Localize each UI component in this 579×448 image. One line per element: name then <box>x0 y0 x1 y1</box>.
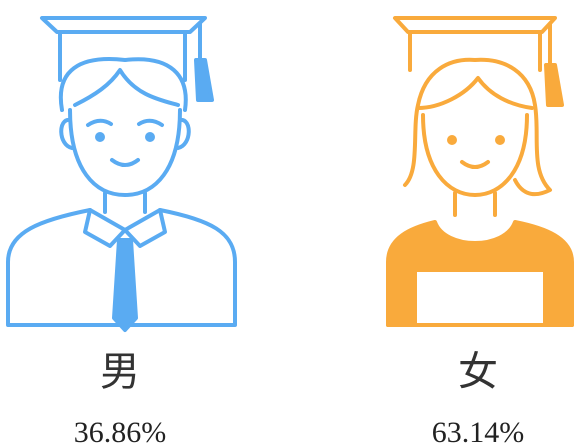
category-label: 男 <box>100 349 140 395</box>
icon-stroke <box>59 118 191 150</box>
icon-stroke <box>408 30 542 72</box>
icon-stroke <box>460 160 490 169</box>
icon-stroke <box>58 30 187 82</box>
icon-stroke <box>447 135 457 145</box>
icon-stroke <box>495 135 505 145</box>
male-icon <box>6 16 237 332</box>
icon-stroke <box>453 191 497 217</box>
icon-stroke <box>95 132 105 142</box>
icon-stroke <box>86 118 164 127</box>
icon-stroke <box>194 58 214 102</box>
icon-stroke <box>112 238 138 332</box>
icon-stroke <box>83 208 167 248</box>
icon-stroke <box>403 57 552 197</box>
icon-stroke <box>145 132 155 142</box>
icon-stroke <box>421 113 529 197</box>
icon-stroke <box>416 76 534 110</box>
category-label: 女 <box>458 349 498 395</box>
value-label: 36.86% <box>74 416 167 448</box>
icon-stroke <box>110 158 140 167</box>
icon-stroke <box>73 68 180 107</box>
female-icon <box>386 16 574 327</box>
icon-stroke <box>6 208 237 327</box>
icon-stroke <box>386 220 574 327</box>
icon-stroke <box>544 63 564 107</box>
icon-stroke <box>393 16 557 34</box>
icon-stroke <box>40 16 207 34</box>
icon-stroke <box>68 108 182 197</box>
value-label: 63.14% <box>432 416 525 448</box>
icon-stroke <box>58 57 188 112</box>
icon-stroke <box>103 191 147 214</box>
